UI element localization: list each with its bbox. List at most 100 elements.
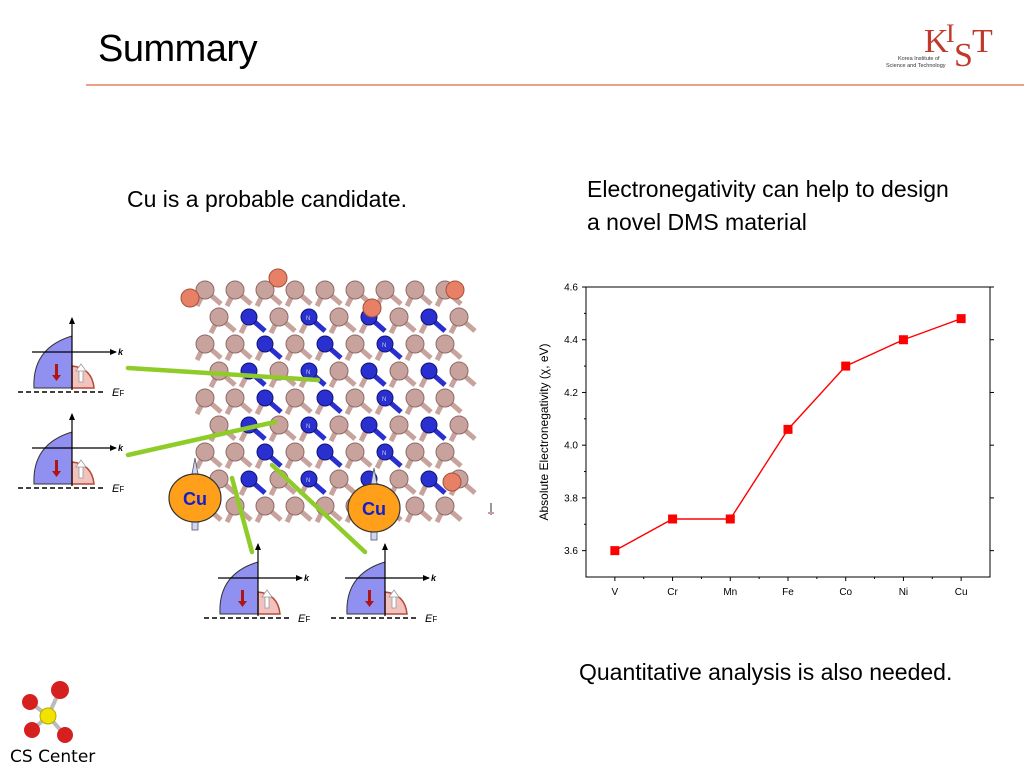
host-atom — [269, 307, 289, 327]
dopant-atom — [268, 268, 288, 288]
nitrogen-atom — [376, 389, 394, 407]
svg-text:S: S — [954, 37, 973, 74]
cs-center-logo — [22, 681, 73, 743]
data-point — [725, 514, 735, 524]
svg-text:N: N — [382, 343, 386, 349]
right-caption: Electronegativity can help to design a n… — [587, 176, 949, 235]
host-atom — [405, 388, 425, 408]
svg-text:N: N — [382, 451, 386, 457]
host-atom — [389, 361, 409, 381]
y-axis-label: Absolute Electronegativity (χ, eV) — [537, 343, 551, 520]
host-atom — [375, 280, 395, 300]
host-atom — [225, 280, 245, 300]
nitrogen-atom — [420, 362, 438, 380]
x-tick-label: Fe — [782, 587, 794, 598]
nitrogen-atom — [316, 389, 334, 407]
pointer-arrow — [269, 462, 368, 555]
x-tick-label: Mn — [723, 587, 737, 598]
y-tick-label: 3.6 — [564, 546, 578, 557]
host-atom — [329, 307, 349, 327]
svg-text:EF: EF — [298, 613, 310, 625]
svg-text:k: k — [118, 347, 124, 357]
host-atom — [195, 334, 215, 354]
svg-text:Cu: Cu — [183, 489, 207, 509]
host-atom — [329, 361, 349, 381]
nitrogen-atom — [300, 416, 318, 434]
host-atom — [405, 334, 425, 354]
data-point — [783, 424, 793, 434]
svg-text:EF: EF — [425, 613, 437, 625]
host-atom — [269, 415, 289, 435]
nitrogen-atom — [256, 443, 274, 461]
cs-center-label: CS Center — [10, 747, 96, 767]
nitrogen-atom — [256, 389, 274, 407]
data-point — [841, 361, 851, 371]
host-atom — [405, 496, 425, 516]
y-tick-label: 4.4 — [564, 335, 578, 346]
host-atom — [225, 388, 245, 408]
band-diagram: k EF — [18, 317, 124, 399]
host-atom — [285, 334, 305, 354]
host-atom — [285, 496, 305, 516]
host-atom — [285, 388, 305, 408]
x-tick-label: Cu — [955, 587, 968, 598]
dopant-atom — [442, 472, 462, 492]
dopant-atom — [445, 280, 465, 300]
host-atom — [315, 280, 335, 300]
small-glyph — [488, 503, 494, 515]
host-atom — [435, 496, 455, 516]
y-tick-label: 4.0 — [564, 441, 578, 452]
cu-marker: Cu — [168, 457, 222, 531]
host-atom — [225, 442, 245, 462]
host-atom — [435, 388, 455, 408]
host-atom — [195, 388, 215, 408]
x-tick-label: Ni — [899, 587, 908, 598]
band-diagram: k EF — [18, 413, 124, 495]
host-atom — [285, 442, 305, 462]
svg-text:T: T — [972, 23, 993, 60]
kist-subtitle-2: Science and Technology — [886, 63, 946, 69]
band-diagram: k EF — [331, 543, 437, 625]
y-tick-label: 3.8 — [564, 493, 578, 504]
nitrogen-atom — [300, 308, 318, 326]
nitrogen-atom — [240, 308, 258, 326]
svg-text:N: N — [306, 316, 310, 322]
nitrogen-atom — [240, 470, 258, 488]
nitrogen-atom — [376, 335, 394, 353]
host-atom — [329, 415, 349, 435]
nitrogen-atom — [376, 443, 394, 461]
cu-markers: Cu Cu — [168, 457, 401, 541]
nitrogen-atom — [420, 308, 438, 326]
kist-subtitle-1: Korea Institute of — [898, 56, 940, 62]
host-atom — [449, 415, 469, 435]
data-point — [956, 314, 966, 324]
host-atom — [389, 307, 409, 327]
crystal-illustration: N N N N N N N k EF k EF k EF k EF Cu Cu — [18, 268, 477, 625]
crystal-lattice: N N N N N N N — [180, 268, 477, 524]
host-atom — [435, 334, 455, 354]
electronegativity-chart: 3.6 3.8 4.0 4.2 4.4 4.6 V Cr Mn Fe Co Ni Cu Absolute … — [537, 283, 994, 598]
svg-text:N: N — [382, 397, 386, 403]
pointer-arrows — [125, 365, 368, 555]
x-tick-label: V — [612, 587, 619, 598]
svg-text:k: k — [431, 573, 437, 583]
nitrogen-atom — [360, 416, 378, 434]
host-atom — [389, 469, 409, 489]
band-diagrams: k EF k EF k EF k EF — [18, 317, 437, 625]
host-atom — [195, 442, 215, 462]
svg-text:k: k — [118, 443, 124, 453]
nitrogen-atom — [420, 416, 438, 434]
nitrogen-atom — [316, 443, 334, 461]
host-atom — [389, 415, 409, 435]
data-point — [610, 546, 620, 556]
svg-text:N: N — [306, 424, 310, 430]
svg-text:K: K — [924, 23, 949, 60]
nitrogen-atom — [420, 470, 438, 488]
nitrogen-atom — [360, 362, 378, 380]
bottom-caption: Quantitative analysis is also needed. — [579, 659, 953, 685]
svg-text:EF: EF — [112, 387, 124, 399]
pointer-arrow — [125, 419, 278, 458]
x-tick-label: Cr — [667, 587, 678, 598]
host-atom — [345, 442, 365, 462]
data-point — [668, 514, 678, 524]
